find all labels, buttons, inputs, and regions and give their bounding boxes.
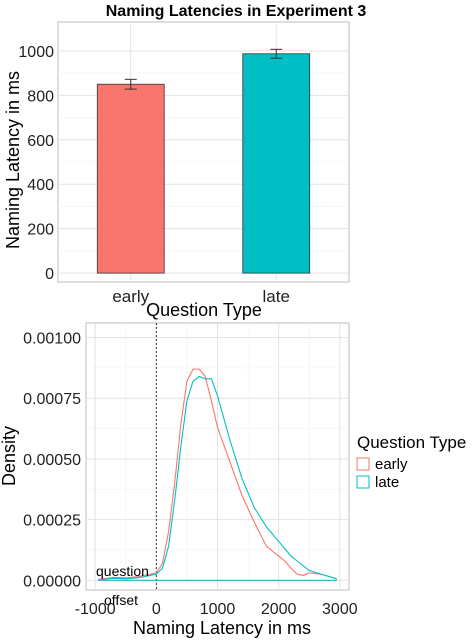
density-y-tick-label: 0.00100 [23,331,81,348]
bar-y-tick-label: 0 [45,266,54,283]
bar-y-tick-label: 1000 [18,44,54,61]
density-y-tick-labels: 0.00000 0.00025 0.00050 0.00075 0.00100 [23,331,81,591]
density-x-tick-labels: -1000 0 1000 2000 3000 [75,601,358,618]
density-x-axis-label: Naming Latency in ms [133,618,311,638]
density-x-tick-label: 3000 [322,601,358,618]
density-curve-early [98,368,337,581]
bar-y-tick-labels: 0 200 400 600 800 1000 [18,44,54,283]
bar-marks [96,48,311,274]
density-y-axis-label: Density [0,426,19,486]
density-x-tick-label: -1000 [75,601,116,618]
density-y-tick-label: 0.00000 [23,573,81,590]
bar-y-tick-label: 800 [27,88,54,105]
bar-late [242,53,311,274]
vline-label-line-2: offset [104,592,138,608]
bar-y-tick-label: 600 [27,133,54,150]
legend-key-late [356,475,370,489]
bar-x-axis-label: Question Type [146,300,262,320]
density-curves [98,368,337,581]
density-y-tick-label: 0.00075 [23,391,81,408]
density-gridlines [86,323,349,590]
legend-label-late: late [375,474,399,491]
legend: Question Type early late [356,433,466,491]
legend-key-early [356,457,370,471]
bar-y-tick-label: 200 [27,222,54,239]
density-curve-late [98,375,337,581]
bar-chart-title: Naming Latencies in Experiment 3 [106,3,367,20]
legend-title: Question Type [357,433,466,452]
density-x-tick-label: 0 [152,601,161,618]
legend-label-early: early [375,456,408,473]
bar-y-axis-label: Naming Latency in ms [3,71,23,249]
bar-x-tick-label: late [263,287,290,306]
bar-early [96,83,165,274]
bar-x-tick-labels: early late [112,287,290,306]
density-y-tick-label: 0.00025 [23,513,81,530]
density-y-tick-label: 0.00050 [23,452,81,469]
bar-x-tick-label: early [112,287,149,306]
vline-label-line-1: question [96,563,149,579]
density-x-tick-label: 2000 [261,601,297,618]
bar-y-tick-label: 400 [27,177,54,194]
density-x-tick-label: 1000 [200,601,236,618]
